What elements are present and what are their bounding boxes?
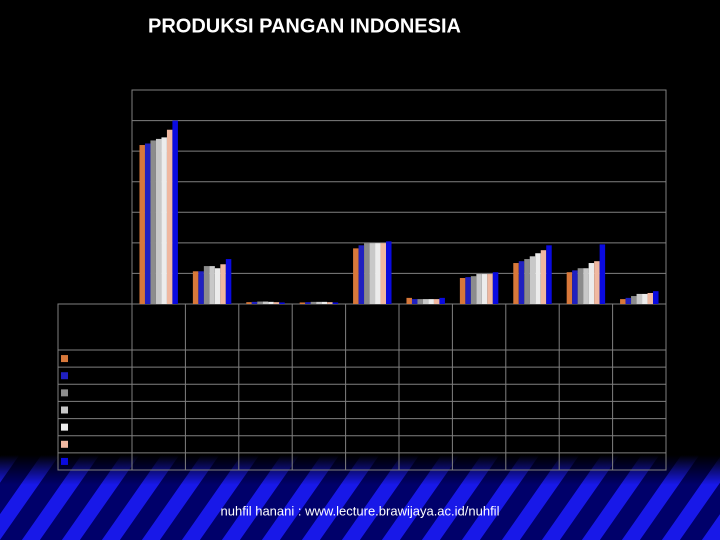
bar <box>636 293 643 304</box>
bar <box>518 261 525 304</box>
bar <box>406 297 412 304</box>
bar <box>599 244 606 304</box>
bar <box>198 271 204 304</box>
bar <box>251 301 258 304</box>
bar <box>433 299 440 304</box>
slide-title: PRODUKSI PANGAN INDONESIA <box>148 15 461 37</box>
bar <box>513 263 519 304</box>
bar <box>358 245 365 304</box>
legend-swatch <box>61 355 68 363</box>
bar <box>214 268 221 304</box>
bar <box>439 297 445 304</box>
legend-swatch <box>61 406 68 414</box>
chart <box>57 89 667 471</box>
bar <box>155 138 162 304</box>
bar <box>310 301 317 304</box>
bar <box>299 302 306 304</box>
bar <box>487 274 493 304</box>
bar <box>653 291 659 304</box>
bar <box>572 270 578 304</box>
legend-swatch <box>61 457 68 465</box>
legend-swatch <box>61 372 68 380</box>
bar <box>647 292 654 304</box>
bar <box>150 140 156 304</box>
bar <box>492 272 499 304</box>
bar <box>546 245 552 304</box>
bar <box>220 264 226 304</box>
bar <box>594 261 600 304</box>
bar <box>172 120 178 304</box>
bar <box>540 250 547 304</box>
bar <box>566 272 573 304</box>
legend-swatch <box>61 440 68 448</box>
bar <box>268 301 274 304</box>
bar <box>225 259 232 304</box>
bar <box>316 301 322 304</box>
bar <box>262 301 269 304</box>
bar <box>470 276 477 304</box>
bar <box>380 243 387 304</box>
bar <box>386 241 392 304</box>
bar <box>353 248 359 304</box>
bar <box>144 143 151 304</box>
bar <box>577 268 584 304</box>
bar <box>465 277 471 304</box>
bar <box>203 266 210 304</box>
bar <box>257 301 263 304</box>
bar <box>625 297 632 304</box>
stripe-fade <box>0 455 720 540</box>
bar <box>305 302 311 304</box>
bar <box>459 278 466 304</box>
bar <box>375 243 381 304</box>
bar <box>192 271 199 304</box>
bar <box>139 145 145 304</box>
bar <box>364 243 370 304</box>
bar <box>246 302 252 304</box>
bar <box>209 266 215 304</box>
bar <box>529 256 536 304</box>
bar <box>476 274 482 304</box>
bar <box>327 302 333 304</box>
bar <box>161 137 167 304</box>
bar <box>166 129 173 304</box>
bar <box>481 274 488 304</box>
bar <box>535 253 541 304</box>
bar <box>279 302 285 304</box>
bar <box>620 299 626 304</box>
legend-swatch <box>61 423 68 431</box>
footer: nuhfil hanani : www.lecture.brawijaya.ac… <box>221 503 500 518</box>
legend-swatch <box>61 389 68 397</box>
bar <box>524 259 530 304</box>
bar <box>588 263 595 304</box>
bar <box>369 243 376 304</box>
bar <box>642 293 648 304</box>
bar <box>411 299 418 304</box>
bar <box>631 296 637 304</box>
bar <box>321 301 328 304</box>
bar <box>422 299 429 304</box>
bar <box>273 302 280 304</box>
bar <box>417 299 423 304</box>
bar <box>428 299 434 304</box>
bar <box>583 268 589 304</box>
bar <box>332 302 339 304</box>
